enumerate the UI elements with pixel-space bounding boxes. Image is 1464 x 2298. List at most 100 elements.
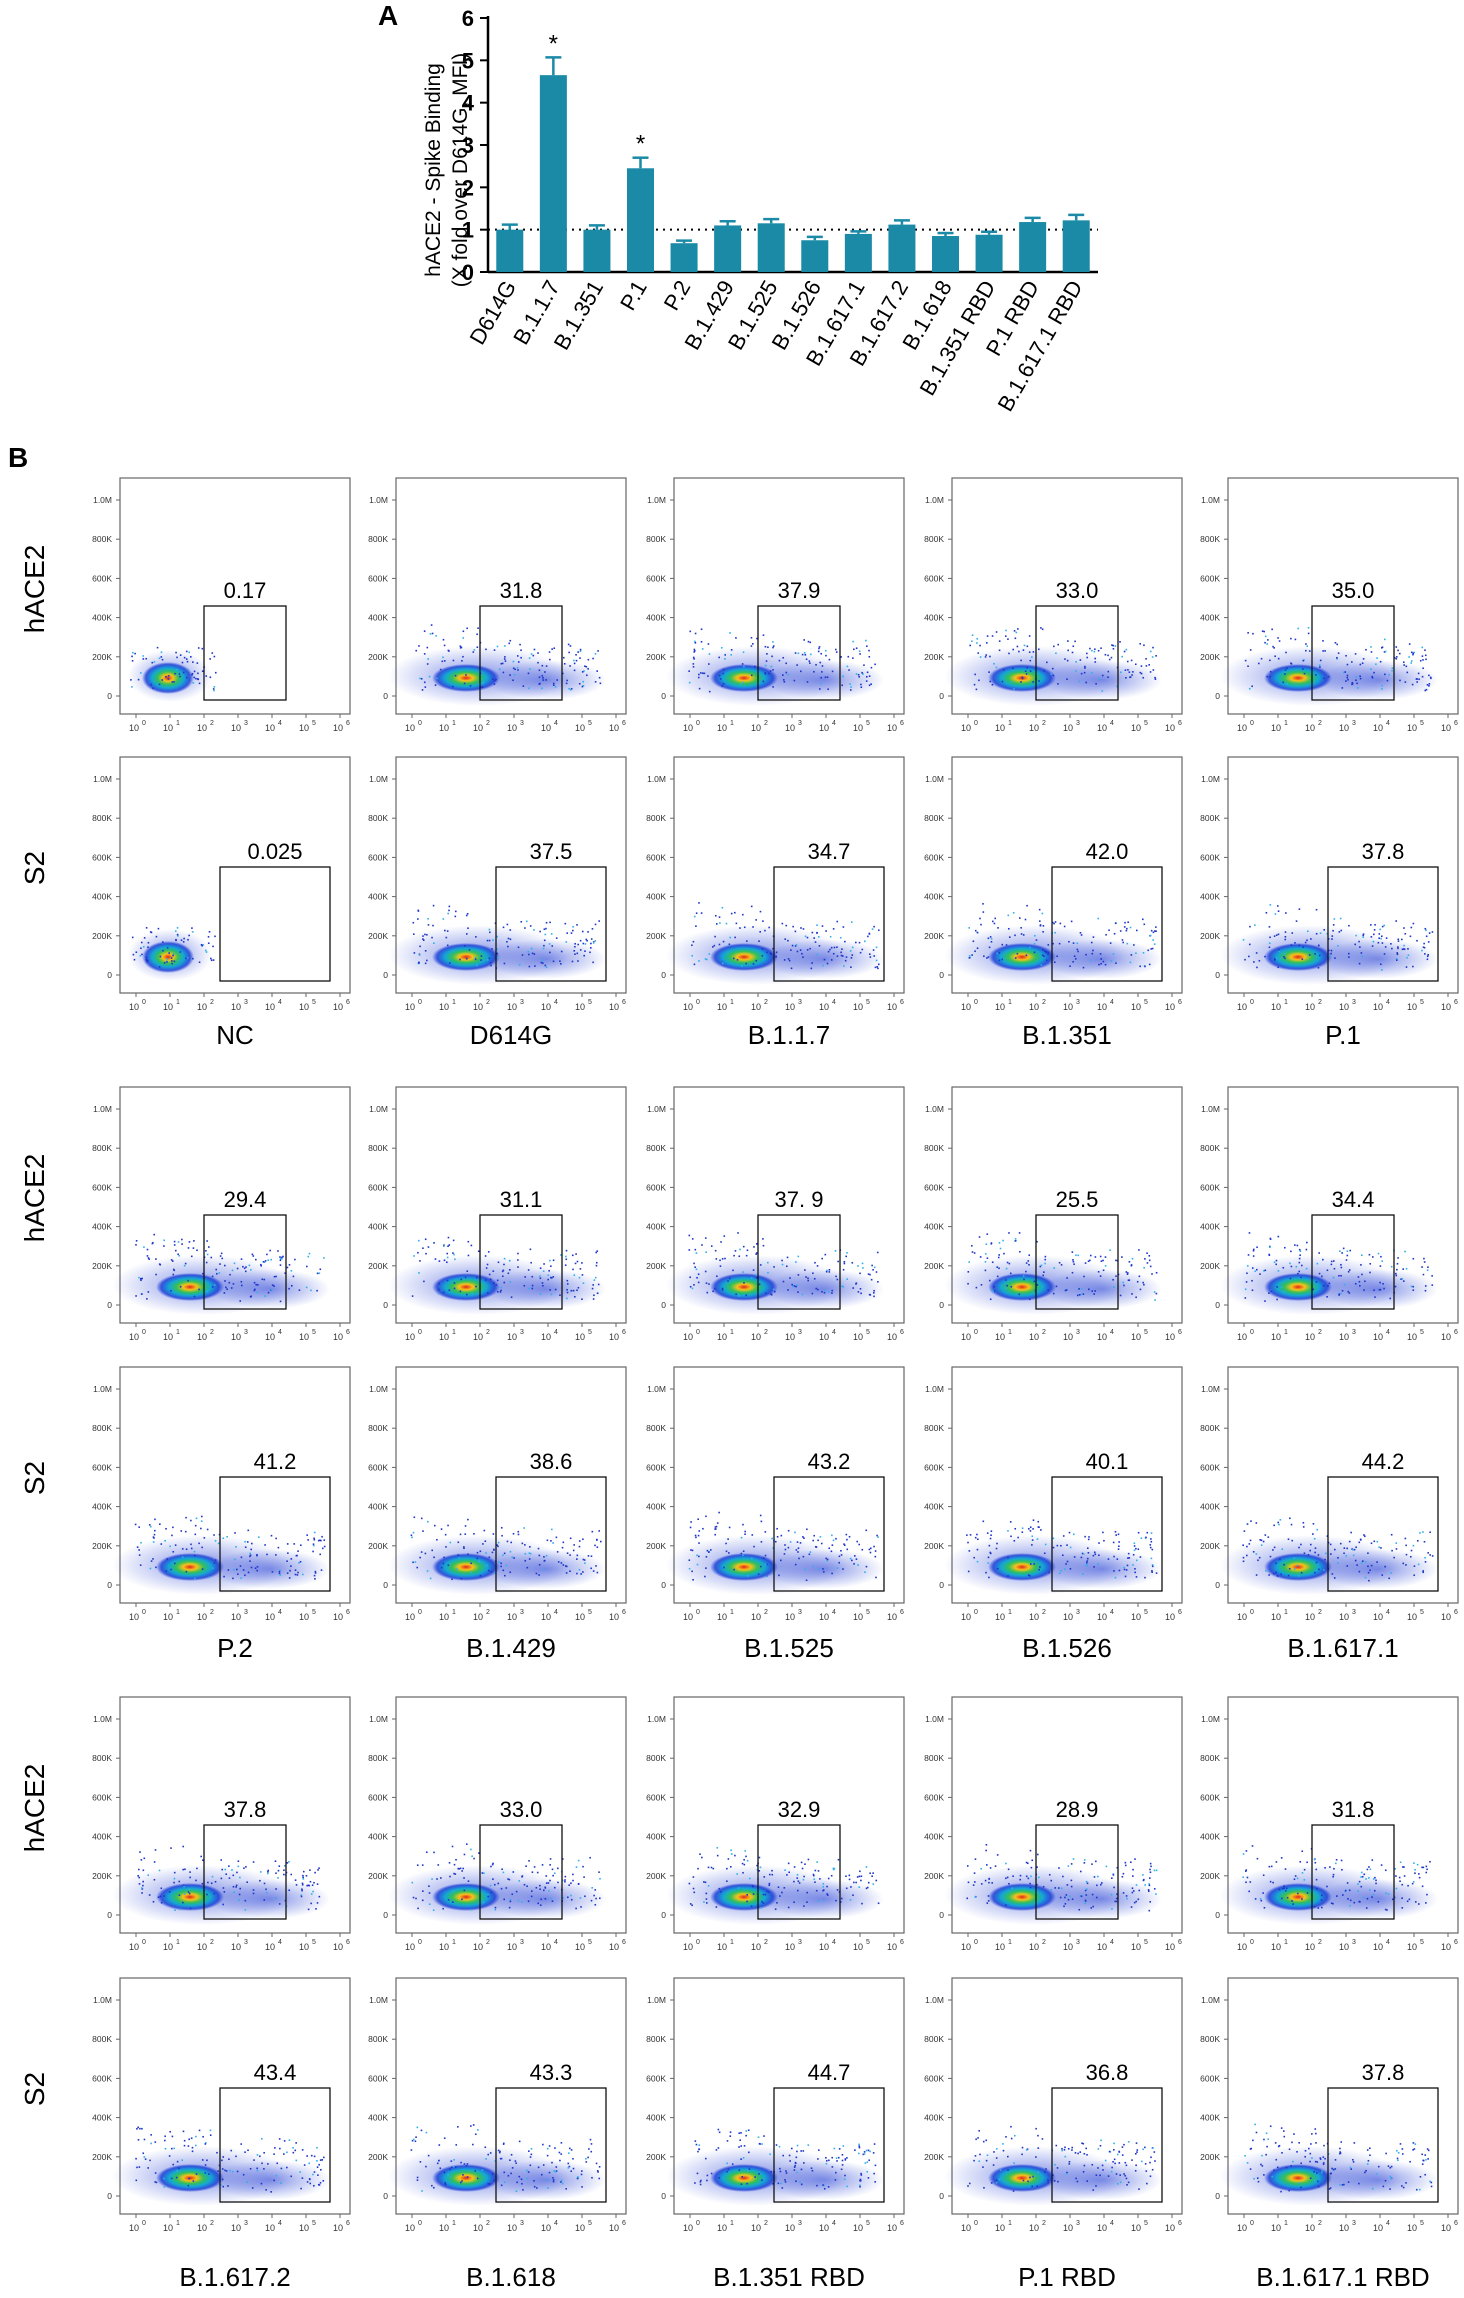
event-dot <box>741 2176 744 2178</box>
event-dot <box>449 1541 452 1544</box>
y-tick-label: 600K <box>92 1792 112 1802</box>
event-dot <box>1416 681 1418 683</box>
event-dot <box>1084 1262 1087 1264</box>
event-dot <box>140 1279 142 1282</box>
event-dot <box>1344 671 1347 673</box>
event-dot <box>1395 957 1398 960</box>
event-dot <box>442 638 445 641</box>
event-dot <box>1330 949 1333 952</box>
event-dot <box>148 1894 151 1896</box>
event-dot <box>1316 1528 1318 1531</box>
event-dot <box>850 956 853 959</box>
event-dot <box>418 962 420 964</box>
event-dot <box>1089 1254 1092 1257</box>
event-dot <box>816 1861 818 1863</box>
event-dot <box>509 929 512 931</box>
x-tick-exponent: 1 <box>730 1939 734 1946</box>
event-dot <box>787 939 789 942</box>
event-dot <box>260 2182 263 2185</box>
event-dot <box>1082 1573 1084 1576</box>
event-dot <box>814 1869 817 1872</box>
event-dot <box>745 1855 747 1858</box>
event-dot <box>1391 669 1393 672</box>
event-dot <box>767 1261 769 1264</box>
event-dot <box>1428 674 1430 677</box>
event-dot <box>1364 1561 1367 1563</box>
event-dot <box>431 632 434 635</box>
event-dot <box>1026 645 1029 648</box>
event-dot <box>228 1281 231 1284</box>
event-dot <box>1402 1268 1405 1270</box>
event-dot <box>1123 1284 1125 1287</box>
event-dot <box>430 624 433 626</box>
event-dot <box>743 926 746 929</box>
event-dot <box>782 674 784 676</box>
event-dot <box>549 951 551 954</box>
event-dot <box>835 2157 838 2159</box>
event-dot <box>745 2130 748 2132</box>
gate-box <box>757 1214 841 1310</box>
event-dot <box>278 1903 281 1905</box>
event-dot <box>877 929 880 932</box>
event-dot <box>1263 630 1266 633</box>
event-dot <box>552 2177 554 2179</box>
event-dot <box>502 671 505 674</box>
event-dot <box>825 1557 828 1560</box>
event-dot <box>1080 1556 1083 1559</box>
gate-percentage: 41.2 <box>254 1449 297 1474</box>
event-dot <box>153 1537 155 1539</box>
event-dot <box>1431 1555 1434 1557</box>
x-tick-label: 10 <box>853 1612 863 1622</box>
y-tick-label: 600K <box>646 852 666 862</box>
y-tick-label: 1.0M <box>93 1714 112 1724</box>
event-dot <box>1268 1574 1270 1576</box>
event-dot <box>1285 912 1287 914</box>
event-dot <box>1135 952 1137 955</box>
event-dot <box>1109 1249 1111 1252</box>
event-dot <box>193 670 196 673</box>
x-tick-label: 10 <box>299 723 309 733</box>
event-dot <box>462 637 465 639</box>
event-dot <box>1155 1271 1158 1274</box>
event-dot <box>177 959 180 962</box>
event-dot <box>582 680 585 683</box>
event-dot <box>1277 966 1279 969</box>
event-dot <box>1307 632 1310 635</box>
event-dot <box>520 2178 523 2181</box>
x-tick-exponent: 1 <box>176 720 180 727</box>
event-dot <box>1080 1293 1083 1296</box>
event-dot <box>160 651 163 654</box>
event-dot <box>699 2181 702 2183</box>
event-dot <box>1404 933 1407 935</box>
event-dot <box>1033 942 1036 945</box>
event-dot <box>538 669 541 672</box>
event-dot <box>223 1292 226 1294</box>
event-dot <box>170 1568 172 1571</box>
event-dot <box>453 1282 456 1284</box>
event-dot <box>1027 1574 1030 1576</box>
event-dot <box>967 1570 970 1573</box>
event-dot <box>428 1903 431 1906</box>
y-tick-label: 600K <box>924 852 944 862</box>
event-dot <box>152 1558 154 1560</box>
x-tick-exponent: 0 <box>696 1329 700 1336</box>
event-dot <box>813 1874 815 1877</box>
event-dot <box>1370 646 1372 648</box>
event-dot <box>1339 917 1342 920</box>
event-dot <box>787 1529 790 1532</box>
event-dot <box>823 1291 826 1294</box>
event-dot <box>984 656 987 658</box>
x-tick-label: 10 <box>299 2223 309 2233</box>
event-dot <box>183 656 186 659</box>
event-dot <box>821 671 823 673</box>
event-dot <box>1265 911 1268 914</box>
event-dot <box>543 1263 545 1265</box>
event-dot <box>171 962 173 965</box>
x-tick-exponent: 6 <box>1454 720 1458 727</box>
event-dot <box>220 1877 223 1880</box>
event-dot <box>986 1257 989 1259</box>
x-tick-exponent: 6 <box>900 1939 904 1946</box>
event-dot <box>458 1557 460 1560</box>
event-dot <box>1151 656 1154 658</box>
event-dot <box>850 966 852 968</box>
